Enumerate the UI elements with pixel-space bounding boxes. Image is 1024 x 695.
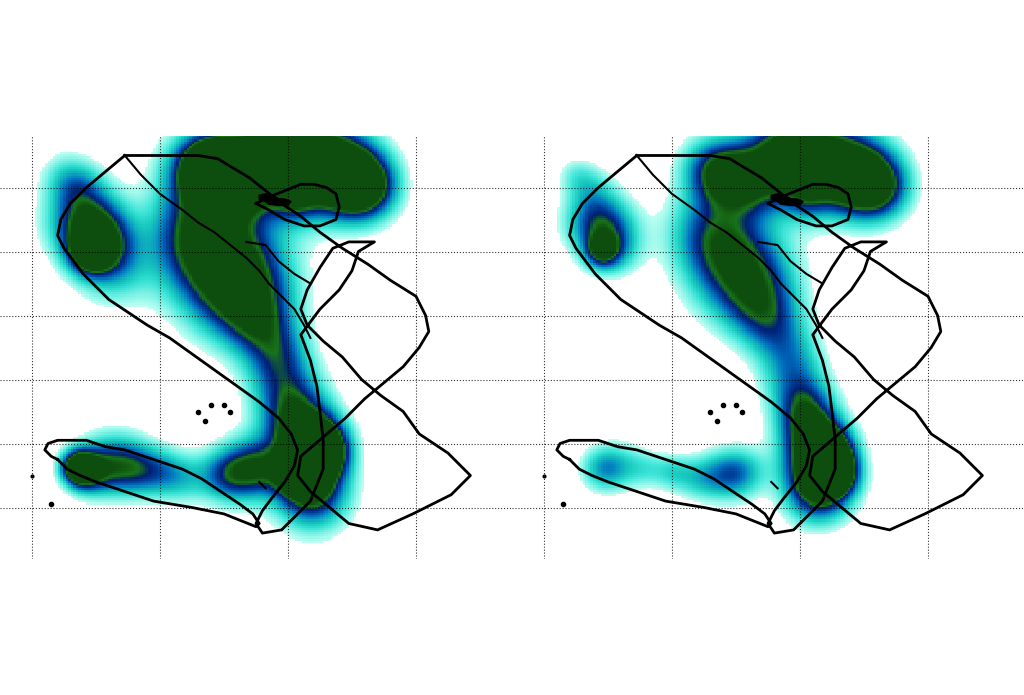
Polygon shape (259, 194, 279, 202)
Polygon shape (771, 194, 791, 202)
Polygon shape (265, 198, 291, 206)
Polygon shape (777, 198, 803, 206)
